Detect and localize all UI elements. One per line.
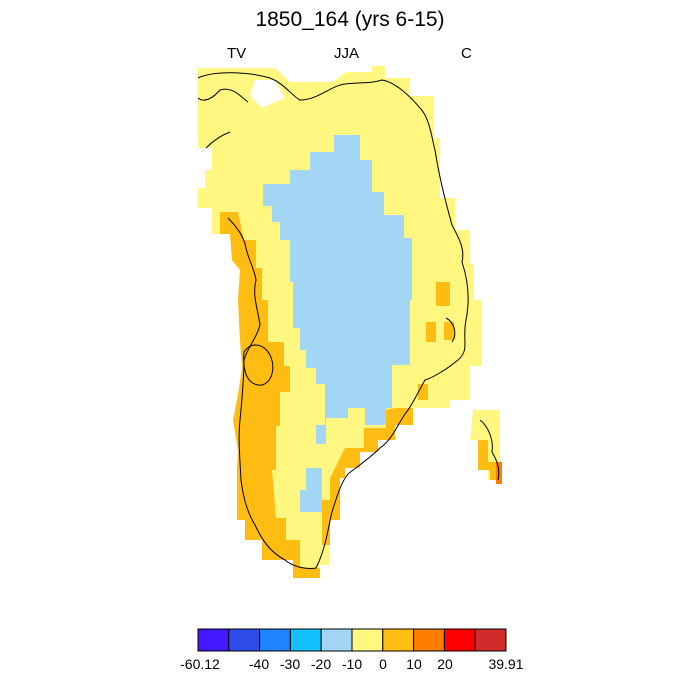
colorbar-box-4 [320, 628, 353, 652]
colorbar-label-3: -20 [310, 656, 332, 672]
units-label-left: TV [227, 45, 247, 62]
region-10-to-20-east-3 [444, 322, 454, 340]
units-label-right: C [461, 45, 472, 62]
region-10-to-20-island [478, 440, 500, 480]
coastline [197, 72, 500, 569]
region-minus10-to-0 [263, 135, 412, 444]
colorbar-box-0 [197, 628, 230, 652]
colorbar-box-7 [413, 628, 445, 652]
plot-title: 1850_164 (yrs 6-15) [255, 8, 445, 31]
colorbar-box-3 [289, 628, 322, 652]
colorbar-box-2 [259, 628, 291, 652]
region-10-to-20-southeast [322, 408, 413, 545]
colorbar-label-8: 39.91 [488, 656, 524, 672]
colorbar-box-8 [443, 628, 476, 652]
colorbar-label-1: -40 [248, 656, 270, 672]
colorbar-label-5: 0 [379, 656, 387, 672]
colorbar-label-7: 20 [437, 656, 453, 672]
colorbar-label-0: -60.12 [180, 656, 220, 672]
colorbar-box-6 [382, 628, 415, 652]
season-label: JJA [334, 45, 360, 62]
region-minus10-to-0-south [300, 468, 322, 512]
colorbar-box-9 [474, 628, 507, 652]
colorbar-box-5 [351, 628, 384, 652]
colorbar-label-6: 10 [406, 656, 422, 672]
region-10-to-20-east-1 [436, 282, 450, 306]
colorbar-box-1 [228, 628, 261, 652]
colorbar-label-2: -30 [279, 656, 301, 672]
region-10-to-20-east-2 [426, 322, 436, 342]
colorbar-label-4: -10 [341, 656, 363, 672]
region-10-to-20-east-4 [418, 384, 428, 400]
region-10-to-20-west [220, 212, 320, 578]
